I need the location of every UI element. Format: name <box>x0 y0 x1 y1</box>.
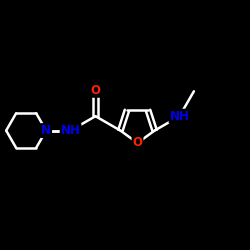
Text: NH: NH <box>170 110 190 123</box>
Text: NH: NH <box>61 124 80 137</box>
Text: O: O <box>132 136 142 149</box>
Text: O: O <box>90 84 101 97</box>
Text: N: N <box>41 124 51 137</box>
